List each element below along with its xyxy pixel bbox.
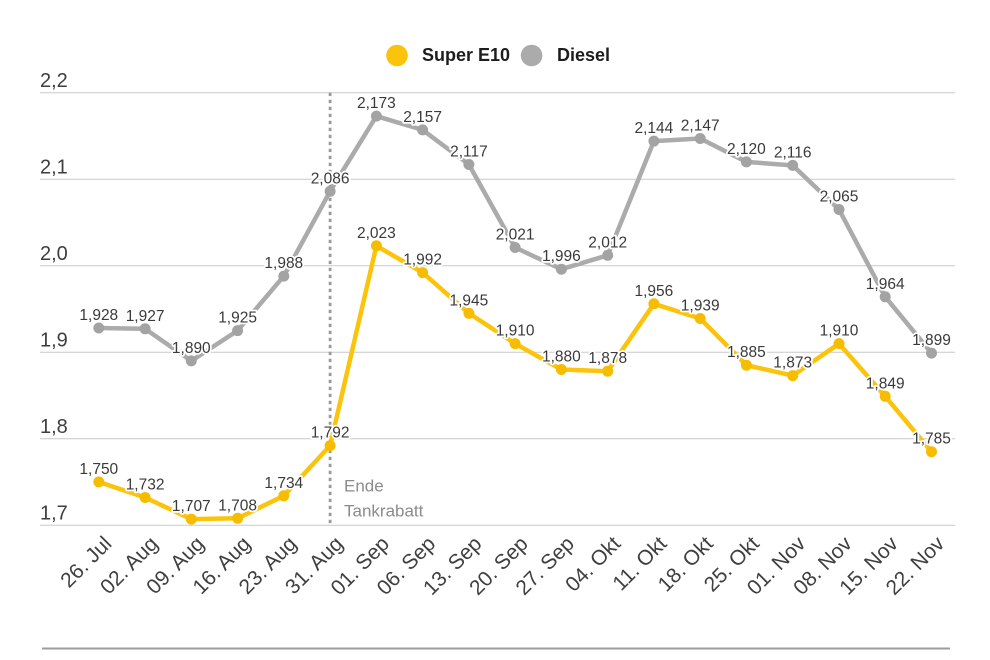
- svg-text:2,1: 2,1: [40, 157, 68, 179]
- svg-text:2,173: 2,173: [357, 95, 396, 112]
- svg-text:2,023: 2,023: [357, 225, 396, 242]
- svg-text:1,927: 1,927: [126, 308, 165, 325]
- svg-text:1,964: 1,964: [866, 276, 905, 293]
- svg-text:1,996: 1,996: [542, 248, 581, 265]
- svg-text:1,939: 1,939: [681, 298, 720, 315]
- svg-text:1,708: 1,708: [218, 497, 257, 514]
- svg-text:2,0: 2,0: [40, 243, 68, 265]
- svg-text:1,945: 1,945: [450, 292, 489, 309]
- svg-text:2,120: 2,120: [727, 141, 766, 158]
- svg-text:1,785: 1,785: [912, 431, 951, 448]
- svg-text:1,750: 1,750: [79, 461, 118, 478]
- svg-text:1,988: 1,988: [264, 255, 303, 272]
- svg-text:1,707: 1,707: [172, 498, 211, 515]
- svg-text:2,2: 2,2: [40, 70, 68, 92]
- svg-text:1,7: 1,7: [40, 503, 68, 525]
- svg-text:2,147: 2,147: [681, 118, 720, 135]
- svg-text:2,117: 2,117: [450, 144, 488, 161]
- svg-text:1,928: 1,928: [79, 307, 118, 324]
- svg-text:Ende: Ende: [344, 477, 384, 496]
- svg-text:1,910: 1,910: [496, 323, 535, 340]
- svg-text:1,849: 1,849: [866, 375, 905, 392]
- svg-text:1,992: 1,992: [403, 252, 442, 269]
- svg-text:1,732: 1,732: [126, 477, 165, 494]
- svg-text:Tankrabatt: Tankrabatt: [344, 502, 424, 521]
- svg-text:1,873: 1,873: [773, 355, 812, 372]
- svg-text:2,086: 2,086: [311, 170, 350, 187]
- svg-text:1,8: 1,8: [40, 416, 68, 438]
- svg-text:1,956: 1,956: [635, 283, 674, 300]
- svg-text:1,890: 1,890: [172, 340, 211, 357]
- svg-text:2,116: 2,116: [774, 144, 812, 161]
- svg-text:2,012: 2,012: [588, 234, 627, 251]
- svg-text:Diesel: Diesel: [557, 45, 610, 65]
- svg-text:2,144: 2,144: [635, 120, 674, 137]
- svg-text:1,878: 1,878: [588, 350, 627, 367]
- svg-text:1,9: 1,9: [40, 330, 68, 352]
- svg-text:1,880: 1,880: [542, 349, 581, 366]
- svg-text:1,885: 1,885: [727, 344, 766, 361]
- svg-text:1,792: 1,792: [311, 425, 350, 442]
- svg-text:2,065: 2,065: [820, 189, 859, 206]
- svg-text:2,021: 2,021: [496, 227, 535, 244]
- svg-text:1,925: 1,925: [218, 310, 257, 327]
- svg-text:Super E10: Super E10: [422, 45, 510, 65]
- svg-text:1,910: 1,910: [820, 323, 859, 340]
- svg-text:2,157: 2,157: [403, 109, 442, 126]
- svg-text:1,734: 1,734: [264, 475, 303, 492]
- svg-text:1,899: 1,899: [912, 332, 951, 349]
